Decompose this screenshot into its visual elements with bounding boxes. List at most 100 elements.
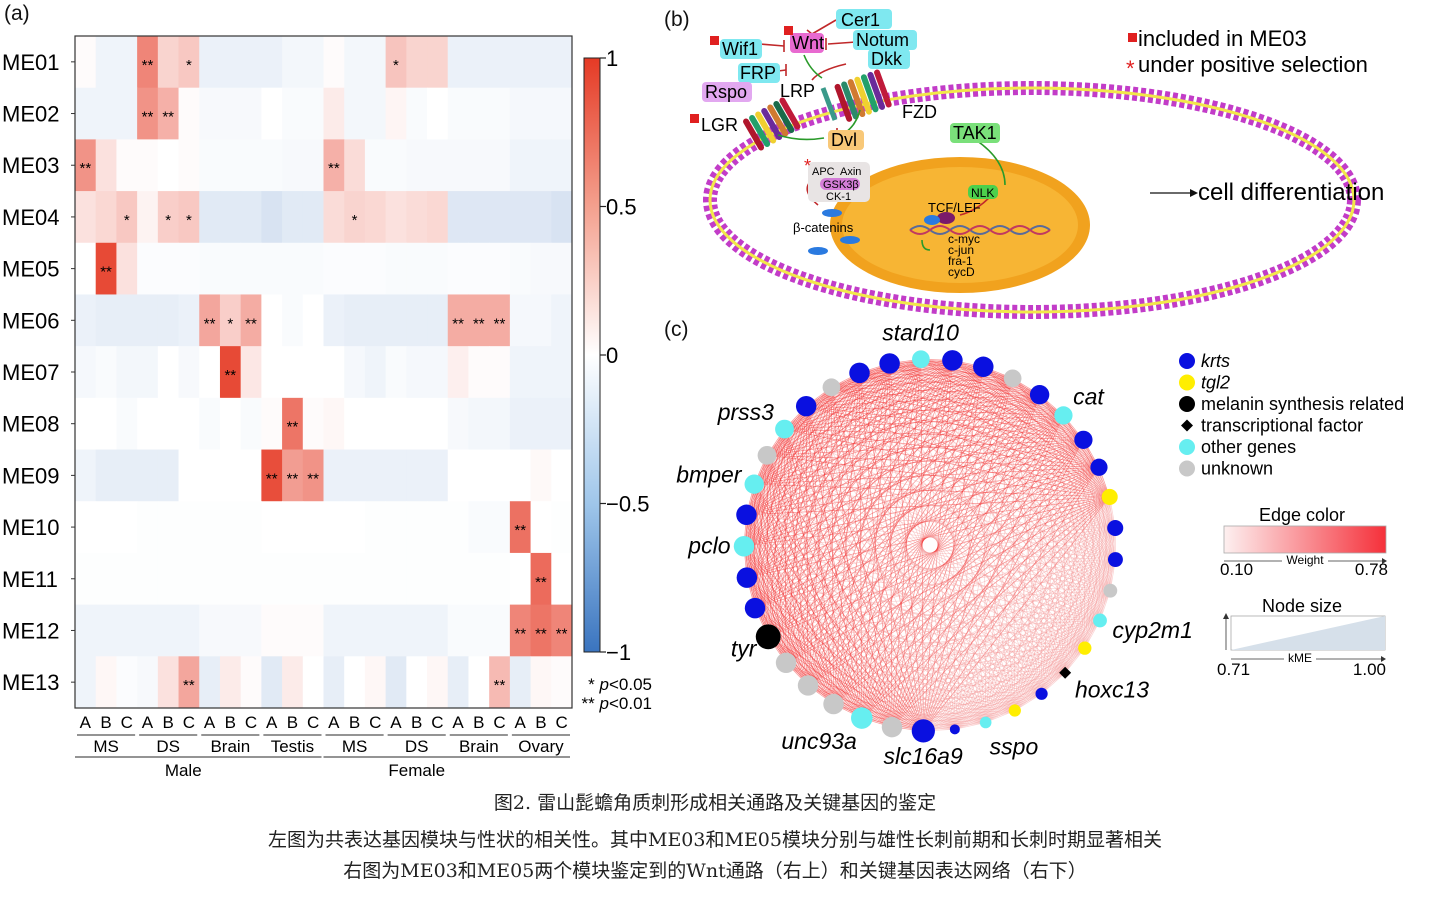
activation-arrows (777, 54, 1006, 251)
network-node-other[interactable] (912, 350, 930, 369)
network-edge (982, 366, 1066, 673)
heatmap-cell (551, 449, 573, 502)
network-node-krts[interactable] (1074, 430, 1093, 449)
network-node-krts[interactable] (1035, 687, 1048, 700)
network-edge (766, 455, 1116, 560)
network-node-other[interactable] (979, 716, 992, 729)
significance-mark: ** (535, 574, 547, 591)
heatmap-cell (116, 397, 138, 451)
network-node-labels: stard10 cat cyp2m1 hoxc13 sspo slc16a9 unc93a t… (676, 319, 1193, 769)
network-edge (920, 359, 1101, 621)
colorbar: 1 0.5 0 −0.5 −1 (583, 46, 649, 665)
network-edge (784, 428, 1100, 468)
heatmap-cell (551, 397, 573, 451)
network-node-other[interactable] (1093, 613, 1107, 628)
heatmap-cell (530, 294, 552, 347)
network-node-melanin[interactable] (755, 624, 781, 650)
network-node-krts[interactable] (1090, 458, 1108, 476)
heatmap-cell (116, 501, 138, 554)
heatmap-cell (219, 449, 242, 502)
heatmap-column-label: C (431, 713, 443, 732)
heatmap-cell (551, 242, 573, 295)
network-edge (784, 428, 1084, 441)
network-node-other[interactable] (775, 419, 794, 439)
network-node-tgl2[interactable] (1078, 641, 1092, 655)
heatmap-cell (406, 604, 428, 657)
network-node-krts[interactable] (1029, 385, 1050, 405)
network-node-krts[interactable] (1107, 552, 1123, 568)
network-edge (982, 366, 1101, 621)
network-node-other[interactable] (744, 474, 764, 494)
network-node-unknown[interactable] (1103, 583, 1118, 598)
network-edge (746, 514, 1085, 649)
heatmap-cell (447, 656, 469, 709)
network-node-unknown[interactable] (757, 445, 777, 465)
network-edge (766, 455, 956, 730)
heatmap-cell (344, 501, 366, 554)
heatmap-cell (75, 36, 97, 89)
network-node-krts[interactable] (973, 356, 994, 378)
network-node-unknown[interactable] (881, 716, 903, 738)
network-node-other[interactable] (1054, 406, 1073, 425)
network-node-krts[interactable] (1107, 519, 1124, 537)
heatmap-cell (364, 191, 387, 244)
network-node-unknown[interactable] (775, 652, 797, 674)
dvl-label: Dvl (831, 130, 857, 150)
significance-mark: ** (494, 315, 506, 332)
column-group-label: Testis (271, 737, 314, 756)
network-edge (806, 378, 1013, 407)
network-node-krts[interactable] (744, 597, 766, 619)
network-node-krts[interactable] (949, 724, 960, 735)
heatmap-cell (551, 36, 573, 89)
heatmap-cell (240, 346, 262, 399)
dna-helix-strand-icon (909, 225, 1051, 235)
network-node-unknown[interactable] (822, 378, 841, 397)
network-node-krts[interactable] (942, 350, 963, 371)
network-edge (746, 559, 1116, 578)
network-node-other[interactable] (850, 707, 873, 729)
network-edge (766, 455, 893, 728)
network-edge (754, 394, 1040, 609)
dkk-box (868, 49, 910, 69)
network-node-unknown[interactable] (1003, 369, 1022, 388)
significance-mark: ** (142, 109, 154, 126)
network-edges (743, 358, 1116, 732)
network-edge (784, 428, 1116, 529)
heatmap-column-label: C (307, 713, 319, 732)
network-node-tgl2[interactable] (1101, 488, 1118, 505)
heatmap-cell (137, 242, 159, 295)
network-edge (784, 428, 1101, 621)
heatmap-cell (219, 346, 242, 399)
network-node-krts[interactable] (736, 567, 758, 588)
edge-color-legend: Edge color Weight 0.10 0.78 (1220, 505, 1388, 579)
heatmap-cell (261, 604, 283, 657)
significance-mark: ** (183, 677, 195, 694)
significance-mark: ** (452, 315, 464, 332)
network-node-tf[interactable] (1059, 666, 1072, 679)
significance-mark: ** (473, 315, 485, 332)
network-node-tgl2[interactable] (1008, 704, 1021, 717)
heatmap-column-groups: MS DS Brain Testis MS DS Brain Ovary Male Female (75, 734, 570, 780)
heatmap-row-label: ME07 (2, 360, 59, 385)
network-node-krts[interactable] (879, 353, 900, 374)
network-edge (954, 693, 1042, 730)
kme-min: 0.71 (1217, 660, 1250, 679)
network-node-krts[interactable] (795, 395, 817, 417)
network-node-krts[interactable] (849, 362, 870, 384)
network-node-krts[interactable] (911, 719, 935, 743)
network-edge (746, 428, 785, 515)
network-edge (923, 620, 1101, 732)
network-node-unknown[interactable] (823, 693, 844, 715)
network-edge (766, 366, 984, 456)
heatmap-cell (530, 552, 552, 606)
network-edge (754, 366, 984, 485)
heatmap-cell (178, 501, 200, 554)
significance-mark: * (227, 315, 233, 332)
heatmap-cell (219, 397, 242, 451)
network-node-krts[interactable] (736, 504, 757, 526)
network-edge (923, 415, 1064, 732)
network-node-unknown[interactable] (797, 675, 819, 696)
heatmap-cell (199, 501, 221, 554)
network-node-other[interactable] (733, 535, 755, 557)
heatmap-cell (157, 87, 180, 140)
